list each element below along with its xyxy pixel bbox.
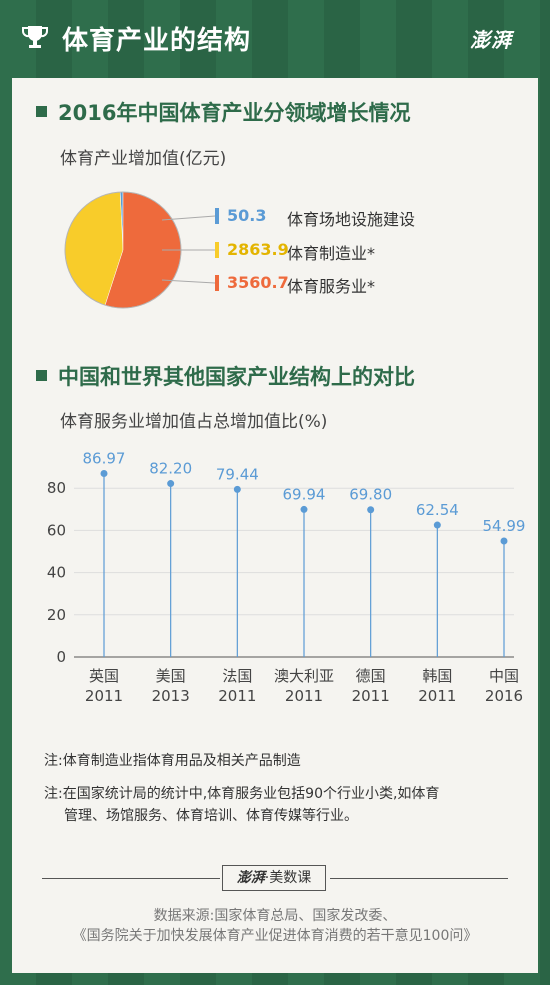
x-year-label: 2013 xyxy=(152,687,190,705)
content-panel: 2016年中国体育产业分领域增长情况 体育产业增加值(亿元) 50.3 体育场地设… xyxy=(12,78,538,973)
x-year-label: 2011 xyxy=(218,687,256,705)
note-manufacturing: 注:体育制造业指体育用品及相关产品制造 xyxy=(44,753,301,769)
y-tick-label: 80 xyxy=(47,479,66,497)
data-label: 62.54 xyxy=(416,501,459,519)
pie-category-label: 体育场地设施建设 xyxy=(287,210,416,229)
x-category-label: 中国 xyxy=(489,667,519,685)
footer-brand-separator: · xyxy=(264,870,270,886)
legend-color-bar xyxy=(215,208,219,224)
source-line-2: 《国务院关于加快发展体育产业促进体育消费的若干意见100问》 xyxy=(72,928,478,944)
x-year-label: 2011 xyxy=(352,687,390,705)
x-category-label: 德国 xyxy=(356,667,386,685)
y-tick-label: 0 xyxy=(56,648,66,666)
legend-color-bar xyxy=(215,242,219,258)
data-label: 69.94 xyxy=(283,485,326,503)
section-marker xyxy=(36,370,47,381)
lollipop-chart: 0 20 40 60 80 86.97 英国 2011 82.20 美国 2013 79.44 法国 20… xyxy=(47,449,526,705)
data-label: 82.20 xyxy=(149,460,192,478)
pie-chart xyxy=(64,191,216,309)
brand-logo: 澎湃 xyxy=(470,28,512,52)
pie-category-label: 体育制造业* xyxy=(287,244,376,263)
section-marker xyxy=(36,106,47,117)
x-category-label: 澳大利亚 xyxy=(274,667,334,685)
pie-legend-item: 2863.9 体育制造业* xyxy=(215,240,495,263)
x-year-label: 2011 xyxy=(85,687,123,705)
section2-subtitle: 体育服务业增加值占总增加值比(%) xyxy=(60,412,328,432)
footer-brand: 澎湃·美数课 xyxy=(222,865,326,891)
pie-leader-line xyxy=(161,215,216,221)
y-tick-label: 60 xyxy=(47,521,66,539)
footer-brand-logo: 澎湃 xyxy=(236,870,265,886)
x-year-label: 2011 xyxy=(285,687,323,705)
x-category-label: 韩国 xyxy=(422,667,452,685)
lollipop-point xyxy=(367,506,375,514)
lollipop-point xyxy=(233,485,241,493)
header: 体育产业的结构 澎湃 xyxy=(0,0,550,78)
footer-divider-right xyxy=(330,878,508,879)
y-tick-label: 40 xyxy=(47,564,66,582)
x-category-label: 英国 xyxy=(89,667,119,685)
lollipop-point xyxy=(100,469,108,477)
footer-brand-name: 美数课 xyxy=(269,870,312,886)
source-line-1: 数据来源:国家体育总局、国家发改委、 xyxy=(153,908,397,924)
lollipop-point xyxy=(433,521,441,529)
pie-legend-item: 3560.7 体育服务业* xyxy=(215,273,495,296)
pie-legend-item: 50.3 体育场地设施建设 xyxy=(215,206,495,229)
x-category-label: 美国 xyxy=(156,667,186,685)
note-services: 注:在国家统计局的统计中,体育服务业包括90个行业小类,如体育 xyxy=(44,786,440,802)
legend-color-bar xyxy=(215,275,219,291)
pie-leader-line xyxy=(161,279,216,284)
pie-value-label: 2863.9 xyxy=(227,240,289,259)
trophy-icon xyxy=(22,26,48,48)
footer-divider-left xyxy=(42,878,220,879)
data-label: 69.80 xyxy=(349,486,392,504)
x-year-label: 2016 xyxy=(485,687,523,705)
section1-subtitle: 体育产业增加值(亿元) xyxy=(60,149,227,169)
data-label: 86.97 xyxy=(83,449,126,467)
pie-value-label: 3560.7 xyxy=(227,273,289,292)
data-label: 79.44 xyxy=(216,465,259,483)
x-category-label: 法国 xyxy=(222,667,252,685)
y-tick-label: 20 xyxy=(47,606,66,624)
data-label: 54.99 xyxy=(483,517,526,535)
section2-title: 中国和世界其他国家产业结构上的对比 xyxy=(58,365,415,389)
lollipop-point xyxy=(300,505,308,513)
lollipop-point xyxy=(500,537,508,545)
pie-value-label: 50.3 xyxy=(227,206,267,225)
section1-title: 2016年中国体育产业分领域增长情况 xyxy=(58,101,411,125)
pie-category-label: 体育服务业* xyxy=(287,277,376,296)
page-title: 体育产业的结构 xyxy=(62,26,252,56)
lollipop-point xyxy=(167,480,175,488)
note-services-continued: 管理、场馆服务、体育培训、体育传媒等行业。 xyxy=(64,808,358,824)
x-year-label: 2011 xyxy=(418,687,456,705)
